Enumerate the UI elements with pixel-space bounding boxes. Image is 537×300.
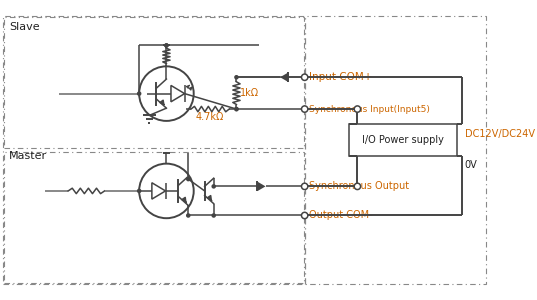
Circle shape xyxy=(234,107,239,111)
Circle shape xyxy=(301,183,308,190)
Circle shape xyxy=(234,75,239,80)
Circle shape xyxy=(164,43,169,48)
Text: 1kΩ: 1kΩ xyxy=(240,88,259,98)
Circle shape xyxy=(212,213,216,218)
Polygon shape xyxy=(152,183,165,199)
Text: Input COM+: Input COM+ xyxy=(309,72,373,82)
Circle shape xyxy=(234,107,239,111)
Bar xyxy=(349,124,456,156)
Text: Output COM-: Output COM- xyxy=(309,211,373,220)
Bar xyxy=(4,17,304,148)
Polygon shape xyxy=(257,182,266,191)
Circle shape xyxy=(139,164,194,218)
Circle shape xyxy=(186,213,191,218)
Text: DC12V/DC24V: DC12V/DC24V xyxy=(465,129,535,139)
Text: I/O Power supply: I/O Power supply xyxy=(362,135,444,145)
Polygon shape xyxy=(171,85,185,102)
Text: 4.7kΩ: 4.7kΩ xyxy=(196,112,224,122)
Circle shape xyxy=(354,183,360,190)
Circle shape xyxy=(137,91,141,96)
Text: Synchronous Input(Input5): Synchronous Input(Input5) xyxy=(309,105,430,114)
Polygon shape xyxy=(280,73,288,82)
Circle shape xyxy=(164,43,169,48)
Text: Master: Master xyxy=(9,152,47,161)
Circle shape xyxy=(301,106,308,112)
Circle shape xyxy=(137,189,141,193)
Circle shape xyxy=(186,177,191,182)
Circle shape xyxy=(139,66,194,121)
Circle shape xyxy=(212,184,216,189)
Text: Synchronous Output: Synchronous Output xyxy=(309,182,409,191)
Circle shape xyxy=(354,106,360,112)
Circle shape xyxy=(301,74,308,80)
Text: 0V: 0V xyxy=(465,160,477,170)
Text: Slave: Slave xyxy=(9,22,40,32)
Circle shape xyxy=(301,212,308,219)
Bar xyxy=(4,152,304,283)
